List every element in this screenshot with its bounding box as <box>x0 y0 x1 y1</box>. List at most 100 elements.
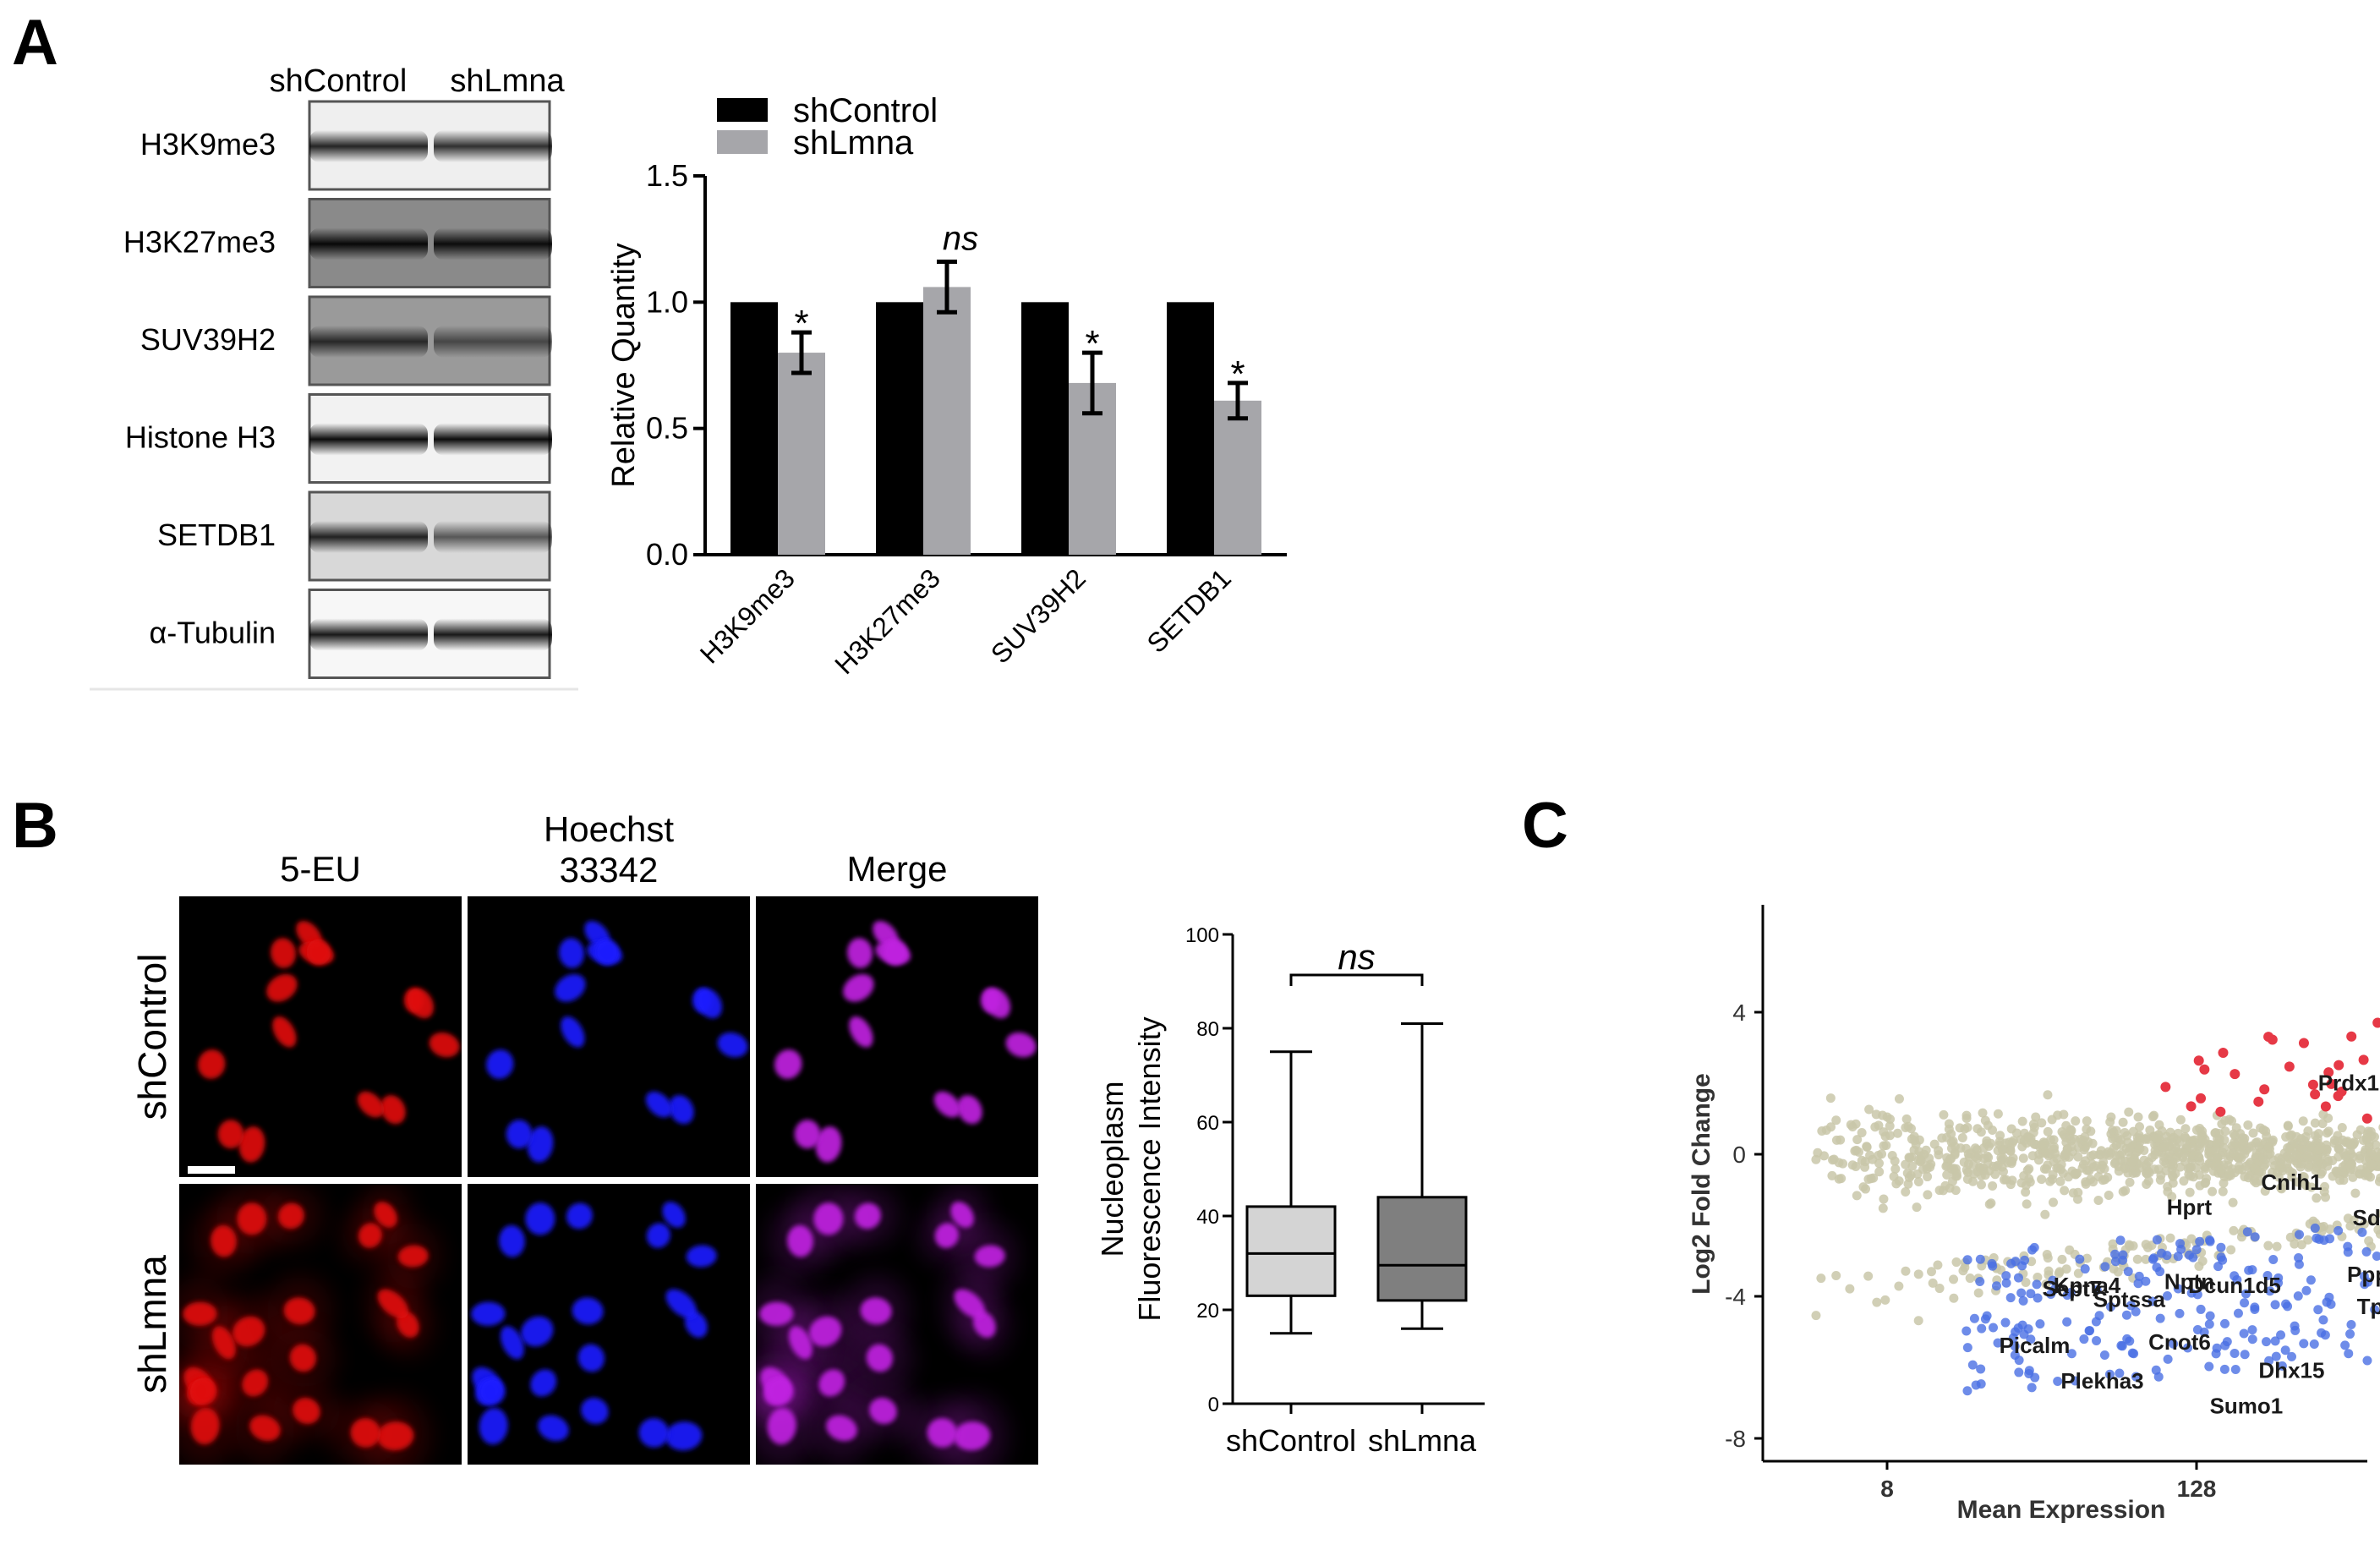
if-nuclei-group <box>197 920 460 1163</box>
ma-point-down <box>2320 1330 2330 1340</box>
x-tick-label: shLmna <box>1368 1423 1477 1458</box>
significance-label: ns <box>943 221 978 258</box>
nucleus <box>499 1224 525 1257</box>
ma-point-down <box>2035 1319 2045 1329</box>
ma-point <box>1924 1153 1934 1164</box>
ma-point <box>2281 1132 2291 1142</box>
ma-point-down <box>2306 1275 2316 1285</box>
ma-point <box>2211 1145 2221 1155</box>
ma-point <box>2349 1215 2359 1225</box>
ma-point <box>2338 1162 2348 1172</box>
ma-point <box>1901 1114 1912 1124</box>
ma-point <box>2116 1155 2126 1165</box>
nucleus <box>815 1126 842 1163</box>
ma-point <box>2329 1136 2339 1146</box>
ma-point <box>2180 1124 2191 1134</box>
ma-point <box>2249 1176 2259 1186</box>
scale-bar <box>188 1166 235 1174</box>
ma-point <box>1993 1109 2003 1119</box>
legend-swatch <box>717 98 768 122</box>
ma-point-down <box>2008 1333 2018 1343</box>
ma-point <box>2091 1161 2101 1171</box>
ma-point-down <box>2247 1265 2257 1275</box>
ma-point <box>2374 1176 2380 1186</box>
nucleus <box>374 1202 397 1228</box>
ma-point-down <box>1971 1380 1981 1390</box>
ma-point-down <box>2018 1295 2028 1306</box>
ma-point-down <box>2122 1334 2132 1344</box>
ma-point-up <box>2230 1069 2240 1080</box>
ma-point <box>2022 1138 2032 1148</box>
ma-point <box>1881 1140 1891 1150</box>
ma-point <box>1934 1284 1945 1294</box>
ma-point-down <box>2220 1318 2230 1328</box>
ma-point <box>1980 1170 1990 1180</box>
ma-point <box>1923 1172 1933 1182</box>
ma-point <box>2018 1153 2028 1164</box>
nucleus <box>717 1032 748 1058</box>
blot-band <box>434 521 552 553</box>
ma-point <box>2213 1153 2223 1164</box>
ma-point-down <box>2205 1311 2215 1321</box>
ma-point-down <box>2271 1351 2281 1361</box>
ma-point-down <box>2162 1251 2172 1261</box>
ma-point <box>2157 1126 2167 1136</box>
ma-point <box>1907 1134 1917 1144</box>
nucleus <box>787 1224 813 1257</box>
ma-point-down <box>2290 1325 2301 1335</box>
ma-point-down <box>2295 1230 2305 1240</box>
blot-row-label: SUV39H2 <box>140 322 276 357</box>
ma-point <box>2027 1151 2038 1161</box>
ma-point <box>2135 1143 2145 1153</box>
ma-point-down <box>2141 1276 2151 1286</box>
ma-point <box>1845 1284 1855 1294</box>
nucleus <box>818 1369 845 1397</box>
nucleus <box>376 1421 414 1451</box>
nucleus <box>849 1016 873 1048</box>
ma-point <box>2325 1224 2335 1235</box>
ma-point <box>2240 1172 2250 1182</box>
ma-point-down <box>1962 1255 1972 1265</box>
gene-label: Nptn <box>2164 1269 2214 1295</box>
gene-label: Cnih1 <box>2261 1169 2322 1195</box>
ma-point-down <box>2216 1252 2226 1262</box>
ma-point <box>2150 1146 2160 1156</box>
ma-point <box>1976 1127 1986 1137</box>
significance-star: * <box>794 303 808 344</box>
nucleus <box>665 1289 698 1318</box>
ma-point-down <box>2016 1288 2027 1298</box>
ma-point-down <box>2343 1241 2353 1252</box>
blot-row-label: H3K27me3 <box>123 225 276 260</box>
ma-point-down <box>2080 1264 2090 1274</box>
ma-point <box>2022 1199 2032 1209</box>
ma-point <box>2093 1195 2104 1205</box>
nucleus <box>794 1120 821 1149</box>
ma-point <box>2049 1157 2059 1167</box>
ma-point <box>2175 1115 2186 1125</box>
nucleus <box>232 1316 265 1347</box>
ma-point <box>2219 1142 2230 1153</box>
ma-point-up <box>2253 1096 2264 1107</box>
ma-point-down <box>2027 1383 2037 1393</box>
nucleus <box>217 1120 244 1149</box>
y-tick-label: 1.0 <box>646 284 688 319</box>
ma-point <box>1901 1266 1911 1276</box>
y-tick-label: -8 <box>1725 1426 1746 1452</box>
ma-point <box>1836 1174 1847 1184</box>
ma-point-down <box>2020 1255 2030 1265</box>
ma-point <box>2124 1107 2134 1117</box>
nucleus <box>485 1049 514 1079</box>
ma-point-down <box>2066 1287 2076 1297</box>
ma-point-down <box>2123 1267 2133 1277</box>
if-nuclei-group <box>471 1202 717 1451</box>
ma-point <box>2263 1150 2273 1160</box>
ma-point-up <box>2358 1054 2369 1065</box>
ma-point <box>2277 1184 2287 1194</box>
bar-shlmna <box>778 353 825 555</box>
legend-swatch <box>717 130 768 154</box>
gene-label: Ppp2ca <box>2347 1262 2380 1287</box>
ma-point-down <box>2134 1271 2144 1281</box>
ma-point <box>2095 1149 2105 1159</box>
ma-point-down <box>1977 1323 1987 1334</box>
ma-point <box>2037 1140 2047 1150</box>
